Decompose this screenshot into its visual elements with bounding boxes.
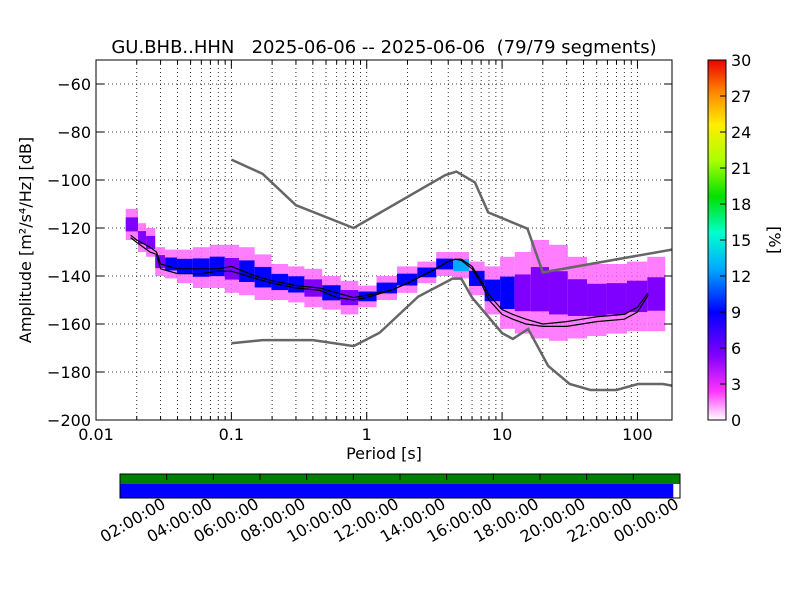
histogram-cell-core [239, 260, 255, 282]
histogram-cell-core [177, 258, 193, 274]
x-tick-label: 100 [622, 425, 653, 444]
new-high-noise-model-line [230, 158, 672, 274]
histogram-cell-core [417, 267, 437, 278]
y-tick-label: −140 [47, 267, 91, 286]
colorbar-ticks: 0 3 6 9 12 15 18 21 24 27 30 [720, 51, 751, 430]
colorbar-tick-label: 3 [731, 375, 741, 394]
histogram-cell-core [192, 258, 210, 277]
histogram-cell-core [453, 259, 470, 272]
y-axis-label: Amplitude [m²/s⁴/Hz] [dB] [16, 137, 35, 343]
new-low-noise-model-line [231, 277, 672, 392]
histogram-cell-core [549, 271, 568, 315]
colorbar-tick-label: 21 [731, 159, 751, 178]
colorbar-tick-label: 12 [731, 267, 751, 286]
histogram-cell-core [396, 273, 418, 286]
histogram-cell-core [146, 235, 156, 249]
y-tick-label: −100 [47, 171, 91, 190]
plot-frame [95, 59, 673, 421]
ppsd-histogram [125, 208, 666, 341]
y-tick-label: −80 [57, 123, 91, 142]
grid-lines [96, 60, 672, 420]
histogram-cell-core [484, 279, 501, 302]
mean-line [130, 234, 649, 325]
y-tick-label: −160 [47, 315, 91, 334]
x-tick-label: 0.1 [219, 425, 244, 444]
colorbar-tick-label: 24 [731, 123, 751, 142]
histogram-cell-core [514, 274, 531, 312]
histogram-cell-core [165, 257, 178, 271]
colorbar-tick-label: 9 [731, 303, 741, 322]
histogram-cell-core [138, 231, 147, 245]
histogram-cell-core [125, 217, 139, 232]
colorbar-tick-label: 0 [731, 411, 741, 430]
colorbar-tick-label: 27 [731, 87, 751, 106]
colorbar-tick-label: 15 [731, 231, 751, 250]
x-axis-ticks: 0.01 0.1 1 10 100 [78, 60, 653, 444]
timeline-used-coverage [120, 484, 674, 498]
colorbar-tick-label: 18 [731, 195, 751, 214]
histogram-cell-core [209, 256, 225, 277]
noise-model-lines [130, 158, 672, 392]
histogram-cell-core [304, 279, 323, 297]
y-tick-label: −120 [47, 219, 91, 238]
x-tick-label: 1 [362, 425, 372, 444]
histogram-cell-core [606, 283, 627, 315]
colorbar-tick-label: 6 [731, 339, 741, 358]
histogram-cell-core [254, 266, 272, 288]
colorbar-label: [%] [765, 226, 784, 254]
histogram-cell-core [224, 258, 240, 280]
histogram-cell-core [500, 276, 515, 309]
histogram-cell-core [322, 285, 341, 301]
histogram-cell-core [567, 279, 588, 316]
histogram-cell-core [358, 291, 377, 302]
y-tick-label: −60 [57, 75, 91, 94]
colorbar-tick-label: 30 [731, 51, 751, 70]
x-tick-label: 0.01 [78, 425, 114, 444]
histogram-cell-core [340, 290, 359, 306]
histogram-cell-core [587, 283, 607, 317]
histogram-cell-core [530, 267, 550, 312]
histogram-cell-core [376, 282, 397, 294]
chart-title: GU.BHB..HHN 2025-06-06 -- 2025-06-06 (79… [111, 37, 656, 58]
y-axis-ticks: −200 −180 −160 −140 −120 −100 −80 −60 [47, 75, 672, 430]
x-axis-label: Period [s] [346, 444, 422, 463]
y-tick-label: −200 [47, 411, 91, 430]
x-tick-label: 10 [492, 425, 512, 444]
histogram-cell-core [647, 277, 666, 311]
y-tick-label: −180 [47, 363, 91, 382]
